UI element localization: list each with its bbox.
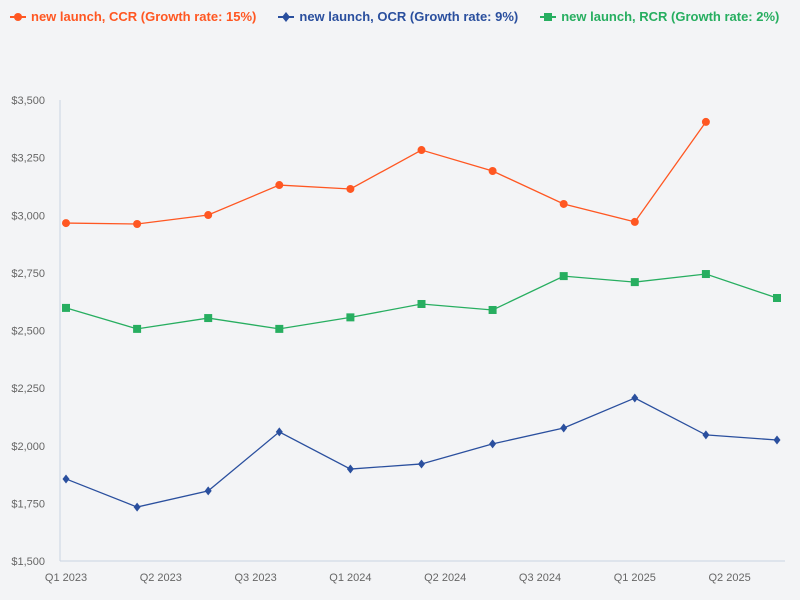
- data-point: [489, 439, 497, 449]
- y-tick-label: $2,500: [11, 326, 45, 338]
- legend-label: new launch, CCR (Growth rate: 15%): [31, 9, 257, 24]
- data-point: [62, 303, 70, 312]
- data-point: [62, 474, 70, 484]
- data-point: [204, 314, 213, 323]
- data-point: [701, 270, 710, 279]
- data-point: [133, 502, 141, 512]
- data-point: [630, 217, 639, 226]
- data-point: [418, 459, 425, 469]
- x-tick-label: Q3 2023: [234, 572, 276, 584]
- data-point: [417, 146, 426, 155]
- data-point: [275, 324, 284, 333]
- legend-item-ocr[interactable]: new launch, OCR (Growth rate: 9%): [278, 9, 518, 24]
- legend-item-rcr[interactable]: new launch, RCR (Growth rate: 2%): [540, 9, 779, 24]
- circle-marker-icon: [10, 12, 26, 21]
- data-point: [631, 393, 639, 403]
- data-point: [275, 427, 283, 437]
- data-point: [488, 305, 497, 314]
- data-point: [204, 486, 212, 496]
- data-point: [630, 278, 639, 287]
- x-tick-label: Q3 2024: [519, 572, 561, 584]
- data-point: [204, 211, 213, 220]
- data-point: [275, 181, 284, 190]
- data-point: [133, 220, 142, 229]
- y-tick-label: $2,000: [11, 441, 45, 453]
- data-point: [773, 293, 781, 302]
- data-point: [346, 464, 354, 474]
- data-point: [488, 166, 497, 175]
- data-point: [559, 272, 568, 281]
- legend-label: new launch, OCR (Growth rate: 9%): [299, 9, 519, 24]
- data-point: [346, 313, 355, 322]
- square-marker-icon: [540, 12, 557, 21]
- data-point: [559, 199, 568, 208]
- y-tick-label: $3,250: [11, 153, 45, 165]
- x-tick-label: Q1 2023: [45, 572, 87, 584]
- series-line-1: [65, 397, 778, 508]
- y-tick-label: $2,750: [11, 268, 45, 280]
- x-tick-label: Q1 2025: [614, 572, 656, 584]
- data-point: [346, 184, 355, 193]
- data-point: [701, 117, 710, 126]
- series-line-0: [65, 121, 707, 225]
- data-point: [702, 430, 710, 440]
- data-point: [560, 423, 568, 433]
- data-point: [773, 435, 781, 445]
- x-tick-label: Q1 2024: [329, 572, 371, 584]
- y-tick-label: $2,250: [11, 383, 45, 395]
- x-tick-label: Q2 2023: [140, 572, 182, 584]
- legend: new launch, CCR (Growth rate: 15%) new l…: [10, 9, 779, 24]
- data-point: [62, 219, 70, 228]
- y-tick-label: $3,500: [11, 95, 45, 107]
- legend-item-ccr[interactable]: new launch, CCR (Growth rate: 15%): [10, 9, 256, 24]
- x-tick-label: Q2 2024: [424, 572, 466, 584]
- diamond-marker-icon: [278, 11, 295, 22]
- data-point: [417, 299, 426, 308]
- x-tick-label: Q2 2025: [708, 572, 750, 584]
- y-tick-label: $1,750: [11, 498, 45, 510]
- data-point: [133, 324, 142, 333]
- y-tick-label: $1,500: [11, 556, 45, 568]
- y-tick-label: $3,000: [11, 210, 45, 222]
- legend-label: new launch, RCR (Growth rate: 2%): [561, 9, 780, 24]
